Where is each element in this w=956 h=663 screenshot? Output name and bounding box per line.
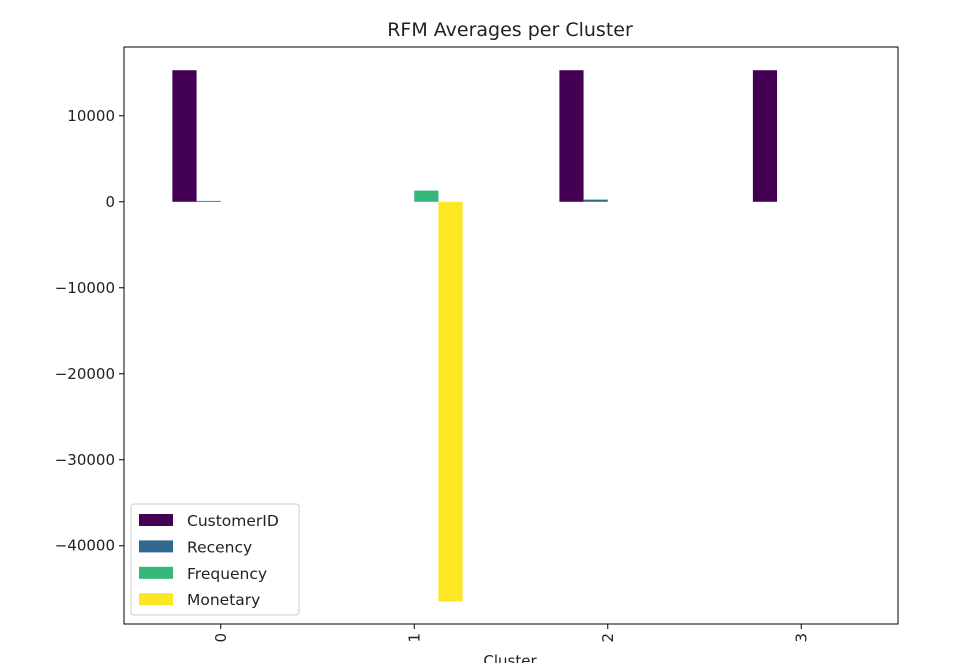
plot-frame: [123, 46, 899, 625]
bar-customerid-cluster-0: [172, 70, 197, 202]
x-tick-label: 2: [599, 633, 617, 643]
chart-title: RFM Averages per Cluster: [387, 19, 633, 41]
bar-monetary-cluster-1: [438, 201, 463, 602]
y-tick-label: −40000: [55, 537, 115, 555]
x-tick-label: 3: [792, 633, 810, 643]
x-axis-label: Cluster: [483, 652, 537, 663]
bar-recency-cluster-2: [583, 199, 608, 202]
y-tick-label: 10000: [67, 107, 115, 125]
legend-label-recency: Recency: [187, 538, 252, 556]
legend-swatch-recency: [139, 540, 173, 553]
legend-label-customerid: CustomerID: [187, 512, 279, 530]
bar-recency-cluster-0: [196, 200, 221, 202]
legend-swatch-customerid: [139, 514, 173, 526]
y-tick-label: −30000: [55, 451, 115, 469]
x-axis: 0 1 2 3: [212, 624, 810, 643]
legend-label-monetary: Monetary: [187, 591, 260, 609]
bars-layer: [172, 70, 778, 602]
x-tick-label: 1: [405, 633, 423, 643]
legend-label-frequency: Frequency: [187, 565, 267, 583]
legend-swatch-monetary: [139, 593, 173, 606]
x-tick-label: 0: [212, 633, 230, 643]
y-tick-label: −20000: [55, 365, 115, 383]
y-axis: 10000 0 −10000 −20000 −30000 −40000: [55, 107, 124, 555]
bar-customerid-cluster-2: [559, 70, 584, 202]
legend-swatch-frequency: [139, 566, 173, 579]
legend: CustomerID Recency Frequency Monetary: [130, 503, 300, 616]
bar-customerid-cluster-3: [752, 70, 778, 202]
y-tick-label: −10000: [55, 279, 115, 297]
bar-frequency-cluster-1: [414, 190, 439, 202]
legend-box: [130, 503, 300, 616]
y-tick-label: 0: [105, 193, 115, 211]
